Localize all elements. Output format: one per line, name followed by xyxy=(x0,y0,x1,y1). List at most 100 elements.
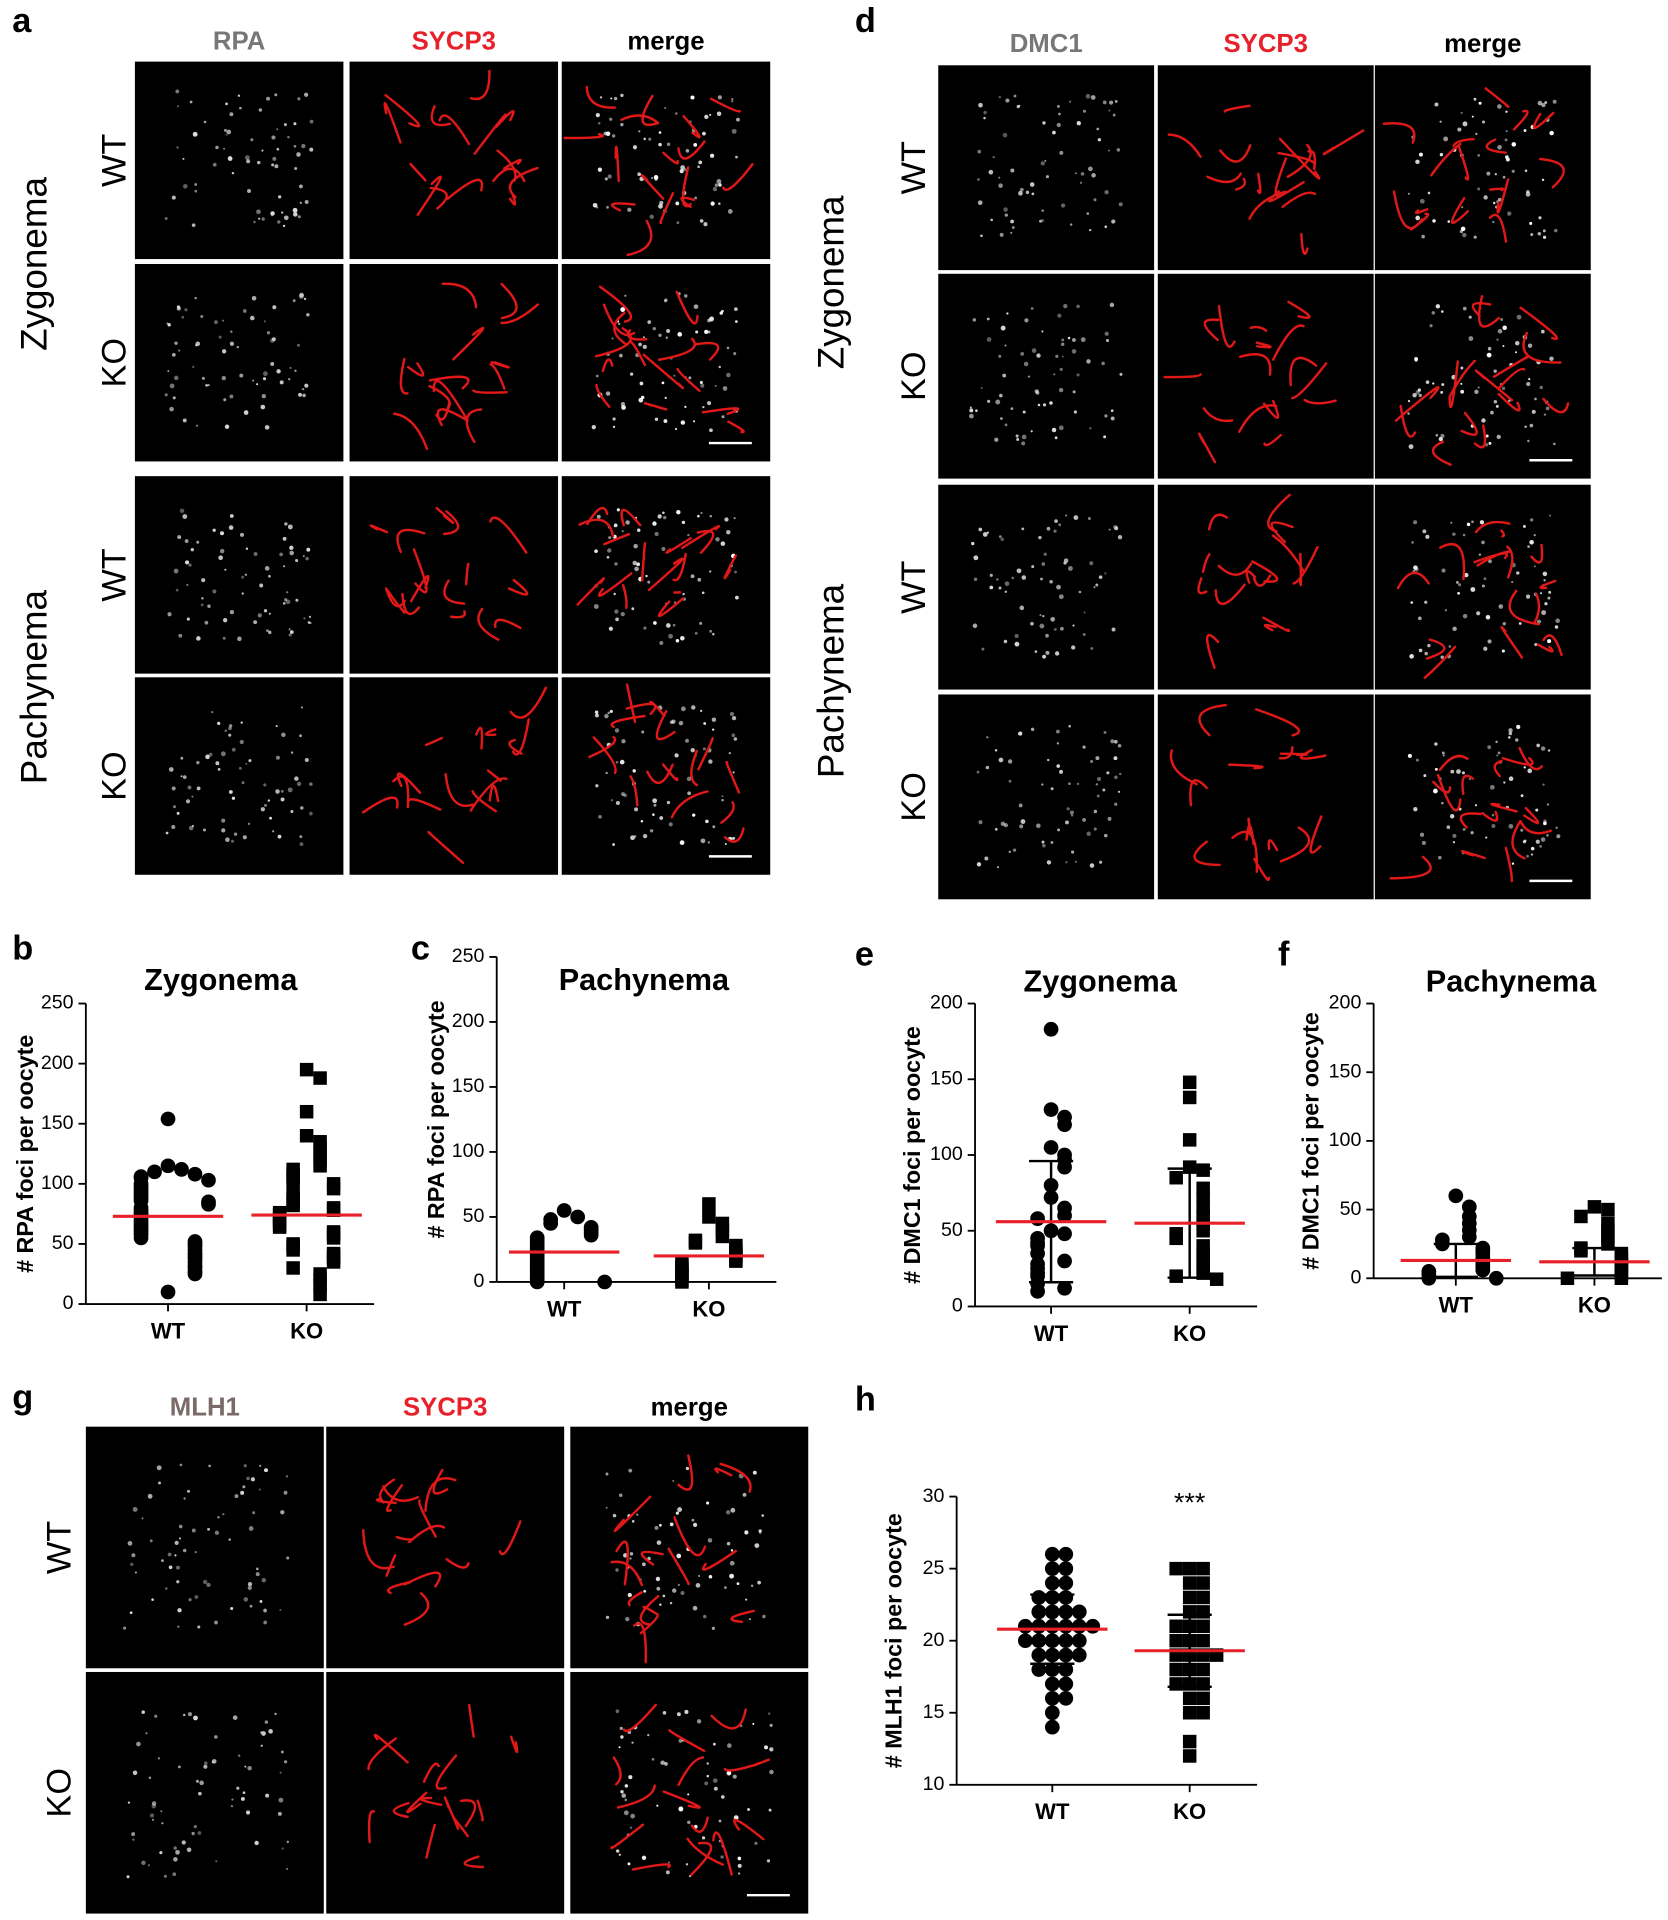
focus xyxy=(1004,344,1007,347)
data-point xyxy=(1182,1749,1197,1763)
focus xyxy=(229,514,234,518)
data-point xyxy=(1071,1633,1087,1649)
focus xyxy=(1031,565,1035,569)
focus xyxy=(1450,769,1455,774)
focus xyxy=(151,1818,155,1821)
focus xyxy=(242,1485,246,1489)
chromosome-axis xyxy=(1512,109,1529,131)
data-point xyxy=(286,1261,300,1275)
focus xyxy=(1497,197,1502,202)
x-tick-label: WT xyxy=(547,1296,582,1321)
focus xyxy=(998,183,1003,188)
data-point xyxy=(1574,1209,1588,1224)
chromosome-axis xyxy=(1271,324,1305,361)
focus xyxy=(690,747,695,753)
focus xyxy=(1461,206,1464,209)
focus xyxy=(675,1511,680,1515)
focus xyxy=(658,203,663,209)
focus xyxy=(730,1549,734,1552)
focus xyxy=(236,1786,240,1790)
focus xyxy=(1045,633,1049,638)
focus xyxy=(261,1731,266,1736)
focus xyxy=(293,212,298,217)
focus xyxy=(212,162,217,167)
chromosome-axis xyxy=(396,772,422,794)
chromosome-axis xyxy=(383,102,402,144)
focus xyxy=(660,1760,665,1765)
chromosome-axis xyxy=(662,1790,701,1809)
focus xyxy=(591,424,596,430)
focus xyxy=(676,1712,681,1717)
focus xyxy=(659,816,664,820)
focus xyxy=(757,1580,761,1585)
focus xyxy=(218,335,222,339)
focus xyxy=(1555,826,1558,829)
focus xyxy=(1437,855,1442,860)
focus xyxy=(275,789,280,794)
focus xyxy=(1086,212,1090,215)
y-axis-label: # RPA foci per oocyte xyxy=(12,1035,38,1273)
focus xyxy=(1002,132,1008,138)
focus xyxy=(619,759,625,765)
focus xyxy=(1056,764,1061,768)
focus xyxy=(1054,436,1058,440)
focus xyxy=(1526,854,1529,858)
chromosome-axis xyxy=(367,1737,397,1771)
focus xyxy=(638,342,642,347)
focus xyxy=(662,1711,667,1715)
focus xyxy=(998,586,1002,590)
focus xyxy=(712,728,715,731)
focus xyxy=(1545,406,1550,411)
chromosome-axis xyxy=(1506,545,1514,579)
focus xyxy=(1552,99,1557,104)
focus xyxy=(658,142,662,147)
focus xyxy=(693,142,698,147)
focus xyxy=(242,309,247,313)
focus xyxy=(1107,816,1112,821)
chromosome-axis xyxy=(429,186,448,210)
focus xyxy=(1471,115,1474,118)
focus xyxy=(1549,514,1552,517)
focus xyxy=(212,589,217,594)
focus xyxy=(716,111,722,116)
focus xyxy=(1547,749,1551,752)
focus xyxy=(1475,132,1478,135)
focus xyxy=(1474,804,1478,807)
focus xyxy=(1016,438,1020,441)
data-point xyxy=(313,1159,327,1173)
chromosome-axis xyxy=(1303,398,1337,405)
focus xyxy=(204,620,209,625)
focus xyxy=(229,609,235,615)
focus xyxy=(618,1746,621,1749)
focus xyxy=(998,354,1002,358)
focus xyxy=(713,1778,718,1783)
focus xyxy=(1109,100,1114,105)
focus xyxy=(292,207,298,213)
column-header: merge xyxy=(1444,30,1521,58)
focus xyxy=(1478,553,1482,556)
y-tick-label: 200 xyxy=(930,992,963,1014)
chromosome-axis xyxy=(1423,645,1457,679)
focus xyxy=(750,1584,754,1587)
focus xyxy=(645,574,648,578)
chromosome-axis xyxy=(628,340,647,367)
focus xyxy=(986,337,992,342)
focus xyxy=(1069,223,1073,226)
focus xyxy=(174,341,178,345)
y-tick-label: 0 xyxy=(63,1292,74,1314)
data-point xyxy=(1169,1662,1183,1677)
focus xyxy=(735,155,738,159)
focus xyxy=(613,523,618,528)
focus xyxy=(1533,565,1536,568)
focus xyxy=(1104,331,1109,336)
focus xyxy=(1503,781,1506,784)
focus xyxy=(247,822,251,826)
focus xyxy=(199,1780,204,1786)
focus xyxy=(126,1875,130,1879)
focus xyxy=(614,609,619,614)
focus xyxy=(280,1510,285,1515)
focus xyxy=(270,362,275,366)
chromosome-axis xyxy=(473,113,507,155)
focus xyxy=(690,95,695,100)
focus xyxy=(276,128,279,131)
